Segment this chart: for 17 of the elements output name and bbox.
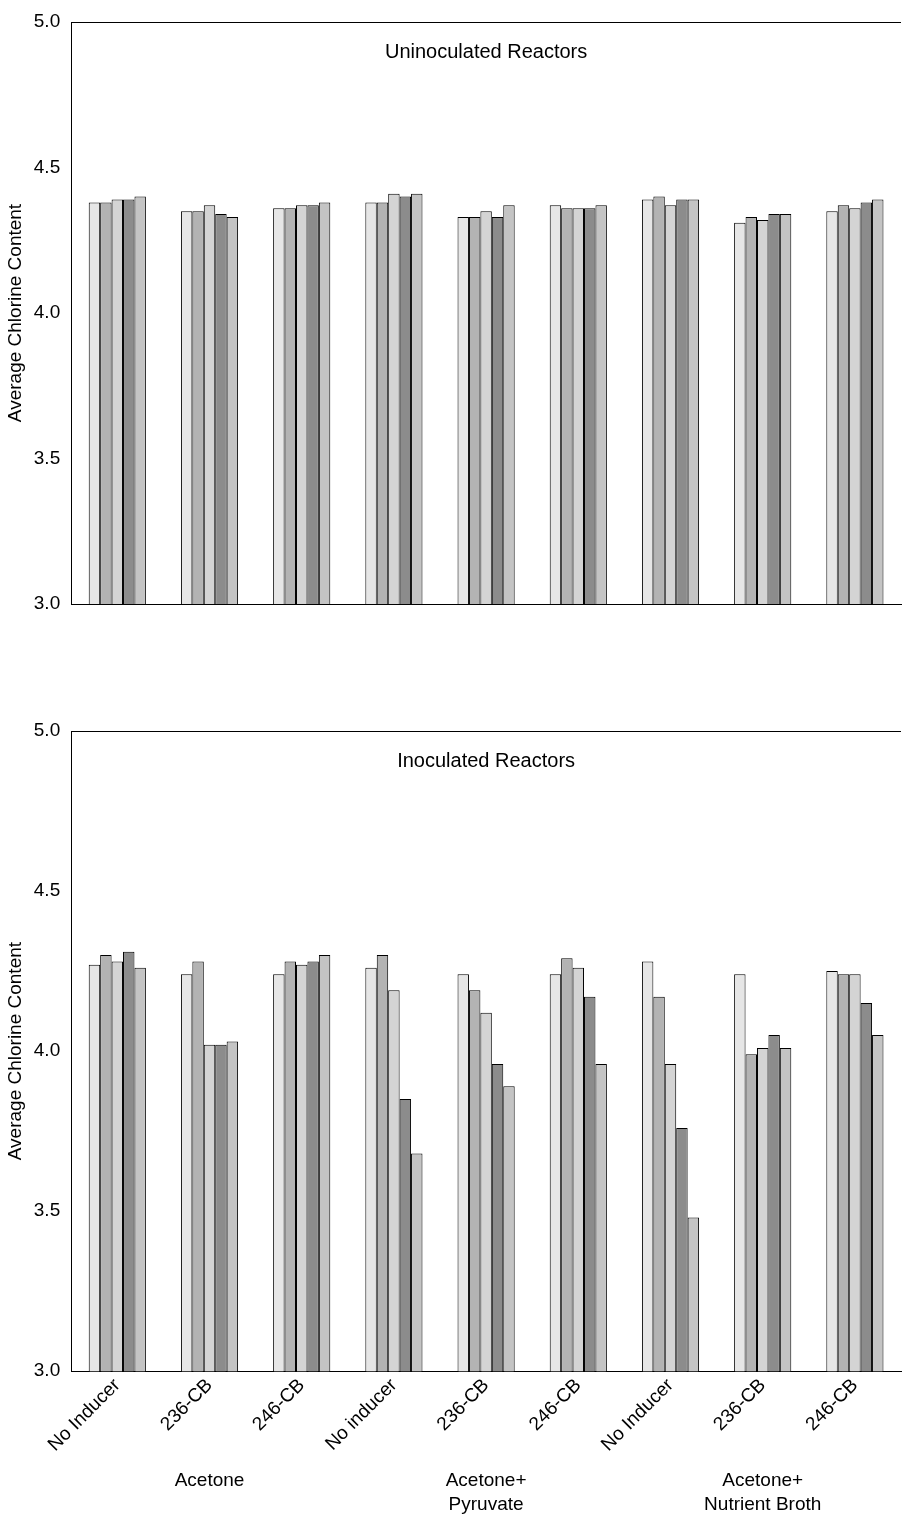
y-tick-label: 4.5: [33, 155, 61, 177]
y-tick-label: 3.0: [33, 1359, 61, 1381]
text: Acetone: [174, 1468, 245, 1490]
y-axis-title: Average Chlorine Content: [3, 941, 25, 1161]
y-tick-label: 5.0: [33, 719, 61, 741]
text: Acetone+ Pyruvate: [445, 1468, 527, 1514]
text: Inoculated Reactors: [397, 748, 576, 771]
text: Acetone+ Nutrient Broth: [704, 1468, 822, 1514]
y-tick-label: 4.0: [33, 1039, 61, 1061]
y-axis-title: Average Chlorine Content: [3, 203, 25, 423]
text: Uninoculated Reactors: [384, 39, 588, 62]
y-tick-label: 3.5: [33, 1199, 61, 1221]
y-tick-label: 3.5: [33, 446, 61, 468]
y-tick-label: 3.0: [33, 592, 61, 614]
y-tick-label: 4.0: [33, 301, 61, 323]
y-tick-label: 4.5: [33, 879, 61, 901]
y-tick-label: 5.0: [33, 10, 61, 32]
